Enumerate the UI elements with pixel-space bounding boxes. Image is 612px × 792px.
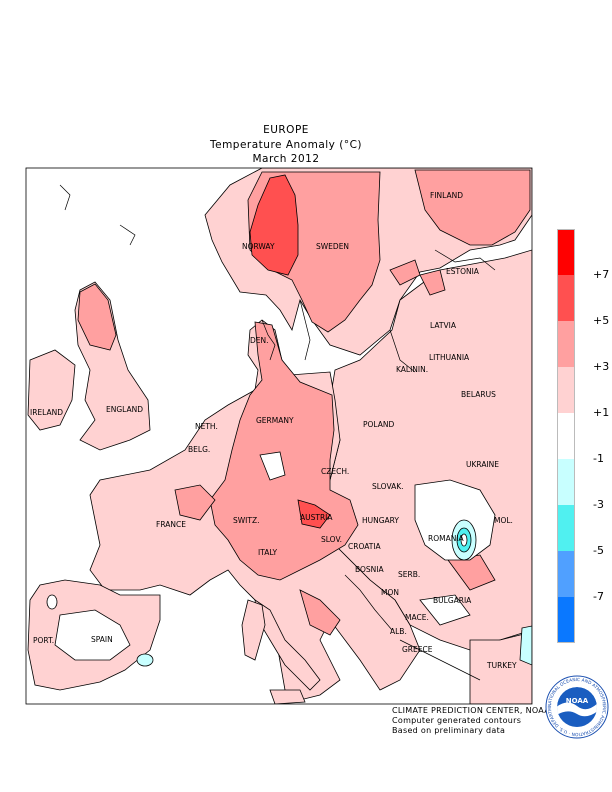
map-period-title: March 2012 — [252, 153, 320, 165]
map-variable-title: Temperature Anomaly (°C) — [209, 139, 363, 151]
country-label: BULGARIA — [433, 596, 472, 605]
country-label: CROATIA — [348, 542, 382, 551]
country-label: ITALY — [258, 548, 278, 557]
legend-swatch — [557, 321, 575, 367]
country-label: GREECE — [402, 645, 433, 654]
country-label: LITHUANIA — [429, 353, 470, 362]
legend-tick-label: +3 — [593, 360, 610, 373]
legend-swatch — [557, 229, 575, 275]
legend-tick-label: +7 — [593, 268, 610, 281]
country-label: KALININ. — [396, 365, 428, 374]
footer-note: Based on preliminary data — [392, 726, 506, 735]
legend-swatch — [557, 413, 575, 459]
country-label: MACE. — [405, 613, 429, 622]
map-frame — [25, 167, 533, 705]
legend-swatch — [557, 367, 575, 413]
map-region-title: EUROPE — [263, 124, 309, 136]
country-label: SPAIN — [91, 635, 113, 644]
country-label: POLAND — [363, 420, 395, 429]
legend-tick-label: -1 — [593, 452, 604, 465]
country-label: FRANCE — [156, 520, 186, 529]
legend-tick-label: -5 — [593, 544, 604, 557]
country-label: SWEDEN — [316, 242, 349, 251]
country-label: SLOV. — [321, 535, 342, 544]
legend-tick-label: -7 — [593, 590, 604, 603]
country-label: CZECH. — [321, 467, 349, 476]
country-label: AUSTRIA — [300, 513, 333, 522]
country-label: HUNGARY — [362, 516, 399, 525]
country-label: MON — [381, 588, 399, 597]
country-label: BELG. — [188, 445, 210, 454]
coastline-detail — [59, 184, 496, 681]
anomaly-plus5-zones — [249, 174, 331, 529]
country-label: ROMANIA — [428, 534, 465, 543]
legend-tick-label: +5 — [593, 314, 610, 327]
anomaly-inner-ring — [46, 533, 468, 610]
legend-swatch — [557, 551, 575, 597]
footer-method: Computer generated contours — [392, 716, 522, 725]
country-label: ESTONIA — [446, 267, 480, 276]
country-label: NETH. — [195, 422, 218, 431]
country-label: DEN. — [250, 336, 269, 345]
country-label: MOL. — [494, 516, 513, 525]
country-label: IRELAND — [30, 408, 63, 417]
footer-source: CLIMATE PREDICTION CENTER, NOAA — [392, 706, 551, 715]
legend-swatch — [557, 597, 575, 643]
legend-swatch — [557, 275, 575, 321]
country-label: SWITZ. — [233, 516, 260, 525]
country-label: SLOVAK. — [372, 482, 404, 491]
noaa-logo-icon: NATIONAL OCEANIC AND ATMOSPHERIC ADMINIS… — [545, 672, 609, 739]
country-label: LATVIA — [430, 321, 457, 330]
country-label: PORT. — [33, 636, 54, 645]
country-label: TURKEY — [486, 661, 517, 670]
country-label: GERMANY — [256, 416, 294, 425]
legend-swatch — [557, 459, 575, 505]
country-label: SERB. — [398, 570, 420, 579]
legend-swatch — [557, 505, 575, 551]
legend-tick-label: +1 — [593, 406, 610, 419]
country-label: BELARUS — [461, 390, 496, 399]
noaa-logo-text: NOAA — [566, 697, 589, 705]
country-label: BOSNIA — [355, 565, 384, 574]
country-label: NORWAY — [242, 242, 275, 251]
country-labels: NORWAY SWEDEN FINLAND ESTONIA LATVIA LIT… — [30, 191, 517, 670]
country-label: UKRAINE — [466, 460, 499, 469]
country-label: ENGLAND — [106, 405, 143, 414]
map-content — [27, 168, 532, 704]
country-label: FINLAND — [430, 191, 463, 200]
legend-tick-label: -3 — [593, 498, 604, 511]
country-label: ALB. — [390, 627, 407, 636]
